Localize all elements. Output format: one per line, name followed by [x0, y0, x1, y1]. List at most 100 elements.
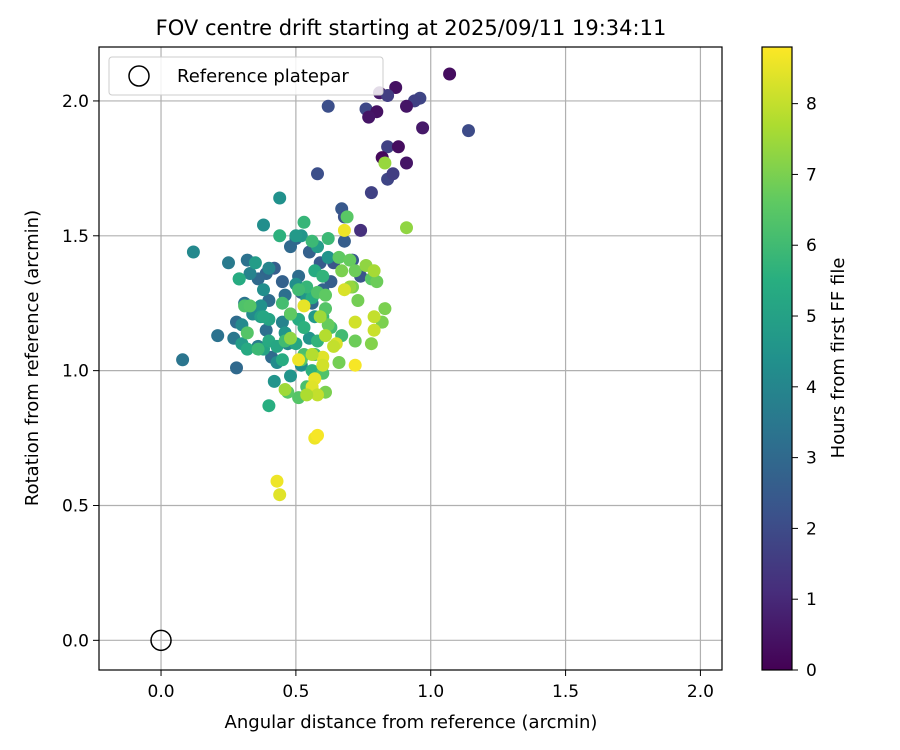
data-point — [348, 358, 362, 372]
data-point — [367, 323, 381, 337]
data-point — [273, 229, 287, 243]
data-point — [275, 275, 289, 289]
data-point — [337, 283, 351, 297]
data-point — [243, 267, 257, 280]
x-tick-label: 1.5 — [552, 682, 579, 702]
y-tick-label: 1.0 — [62, 362, 89, 382]
data-point — [386, 167, 400, 181]
legend: Reference platepar — [108, 56, 384, 96]
data-point — [354, 223, 368, 237]
data-point — [381, 140, 395, 154]
data-point — [300, 388, 314, 402]
y-ticks: 0.0 0.5 1.0 1.5 2.0 — [62, 92, 99, 651]
colorbar-ticks: 0 1 2 3 4 5 6 7 8 — [792, 95, 817, 681]
reference-point — [150, 629, 172, 652]
y-grid — [99, 100, 722, 641]
data-point — [305, 234, 319, 248]
data-point — [275, 353, 289, 367]
data-point — [257, 218, 270, 232]
data-point — [297, 321, 311, 334]
chart-title: FOV centre drift starting at 2025/09/11 … — [156, 16, 667, 40]
data-point — [348, 264, 362, 278]
data-point — [416, 121, 430, 135]
data-points — [176, 67, 475, 502]
colorbar-tick-label: 6 — [806, 236, 817, 256]
colorbar-tick-label: 5 — [806, 307, 817, 327]
data-point — [275, 315, 289, 329]
data-point — [278, 383, 292, 396]
x-tick-label: 0.0 — [148, 682, 175, 702]
x-tick-label: 1.0 — [417, 682, 444, 702]
data-point — [297, 215, 311, 229]
y-tick-label: 0.0 — [62, 631, 89, 651]
data-point — [400, 221, 413, 235]
data-point — [222, 256, 235, 270]
data-point — [321, 232, 335, 245]
data-point — [254, 299, 268, 313]
data-point — [400, 156, 413, 170]
colorbar-tick-label: 0 — [806, 661, 817, 681]
data-point — [273, 488, 287, 502]
data-point — [391, 140, 405, 154]
data-point — [313, 310, 327, 324]
x-tick-label: 2.0 — [687, 682, 714, 702]
data-point — [364, 337, 378, 351]
plot-frame — [98, 46, 723, 671]
data-point — [305, 348, 319, 361]
data-point — [284, 331, 297, 345]
data-point — [211, 329, 225, 343]
data-point — [378, 156, 392, 170]
colorbar-tick-label: 8 — [806, 95, 817, 115]
data-point — [362, 110, 376, 124]
data-point — [321, 318, 335, 332]
data-point — [337, 234, 351, 248]
data-point — [297, 299, 311, 313]
colorbar-tick-label: 2 — [806, 519, 817, 539]
data-point — [327, 339, 341, 353]
colorbar — [761, 46, 793, 671]
data-point — [275, 296, 289, 310]
data-point — [284, 307, 297, 321]
data-point — [267, 374, 281, 388]
y-tick-label: 0.5 — [62, 496, 89, 516]
data-point — [335, 264, 349, 278]
data-point — [186, 245, 200, 259]
data-point — [284, 240, 297, 254]
colorbar-tick-label: 4 — [806, 378, 817, 398]
data-point — [319, 329, 332, 343]
data-point — [316, 358, 330, 372]
y-tick-label: 2.0 — [62, 92, 89, 112]
data-point — [273, 191, 287, 205]
data-point — [240, 342, 254, 356]
data-point — [337, 223, 351, 237]
data-point — [367, 264, 381, 278]
data-point — [248, 256, 262, 270]
data-point — [321, 250, 335, 264]
data-point — [262, 261, 276, 275]
data-point — [311, 167, 324, 181]
colorbar-tick-label: 3 — [806, 449, 817, 469]
x-ticks: 0.0 0.5 1.0 1.5 2.0 — [148, 670, 714, 702]
data-point — [243, 299, 257, 313]
data-point — [284, 369, 297, 383]
data-point — [348, 315, 362, 329]
y-tick-label: 1.5 — [62, 227, 89, 247]
data-point — [462, 124, 475, 138]
data-point — [292, 353, 306, 367]
legend-label: Reference platepar — [177, 66, 349, 87]
data-point — [319, 288, 332, 302]
data-point — [289, 229, 303, 243]
x-axis-label: Angular distance from reference (arcmin) — [225, 712, 598, 733]
data-point — [381, 89, 395, 102]
x-tick-label: 0.5 — [282, 682, 309, 702]
data-point — [270, 474, 284, 488]
legend-box — [108, 56, 384, 96]
data-point — [343, 253, 357, 267]
data-point — [367, 310, 381, 324]
data-point — [232, 272, 246, 286]
data-point — [400, 99, 413, 113]
data-point — [311, 428, 324, 442]
data-point — [311, 388, 324, 402]
data-point — [370, 275, 384, 289]
